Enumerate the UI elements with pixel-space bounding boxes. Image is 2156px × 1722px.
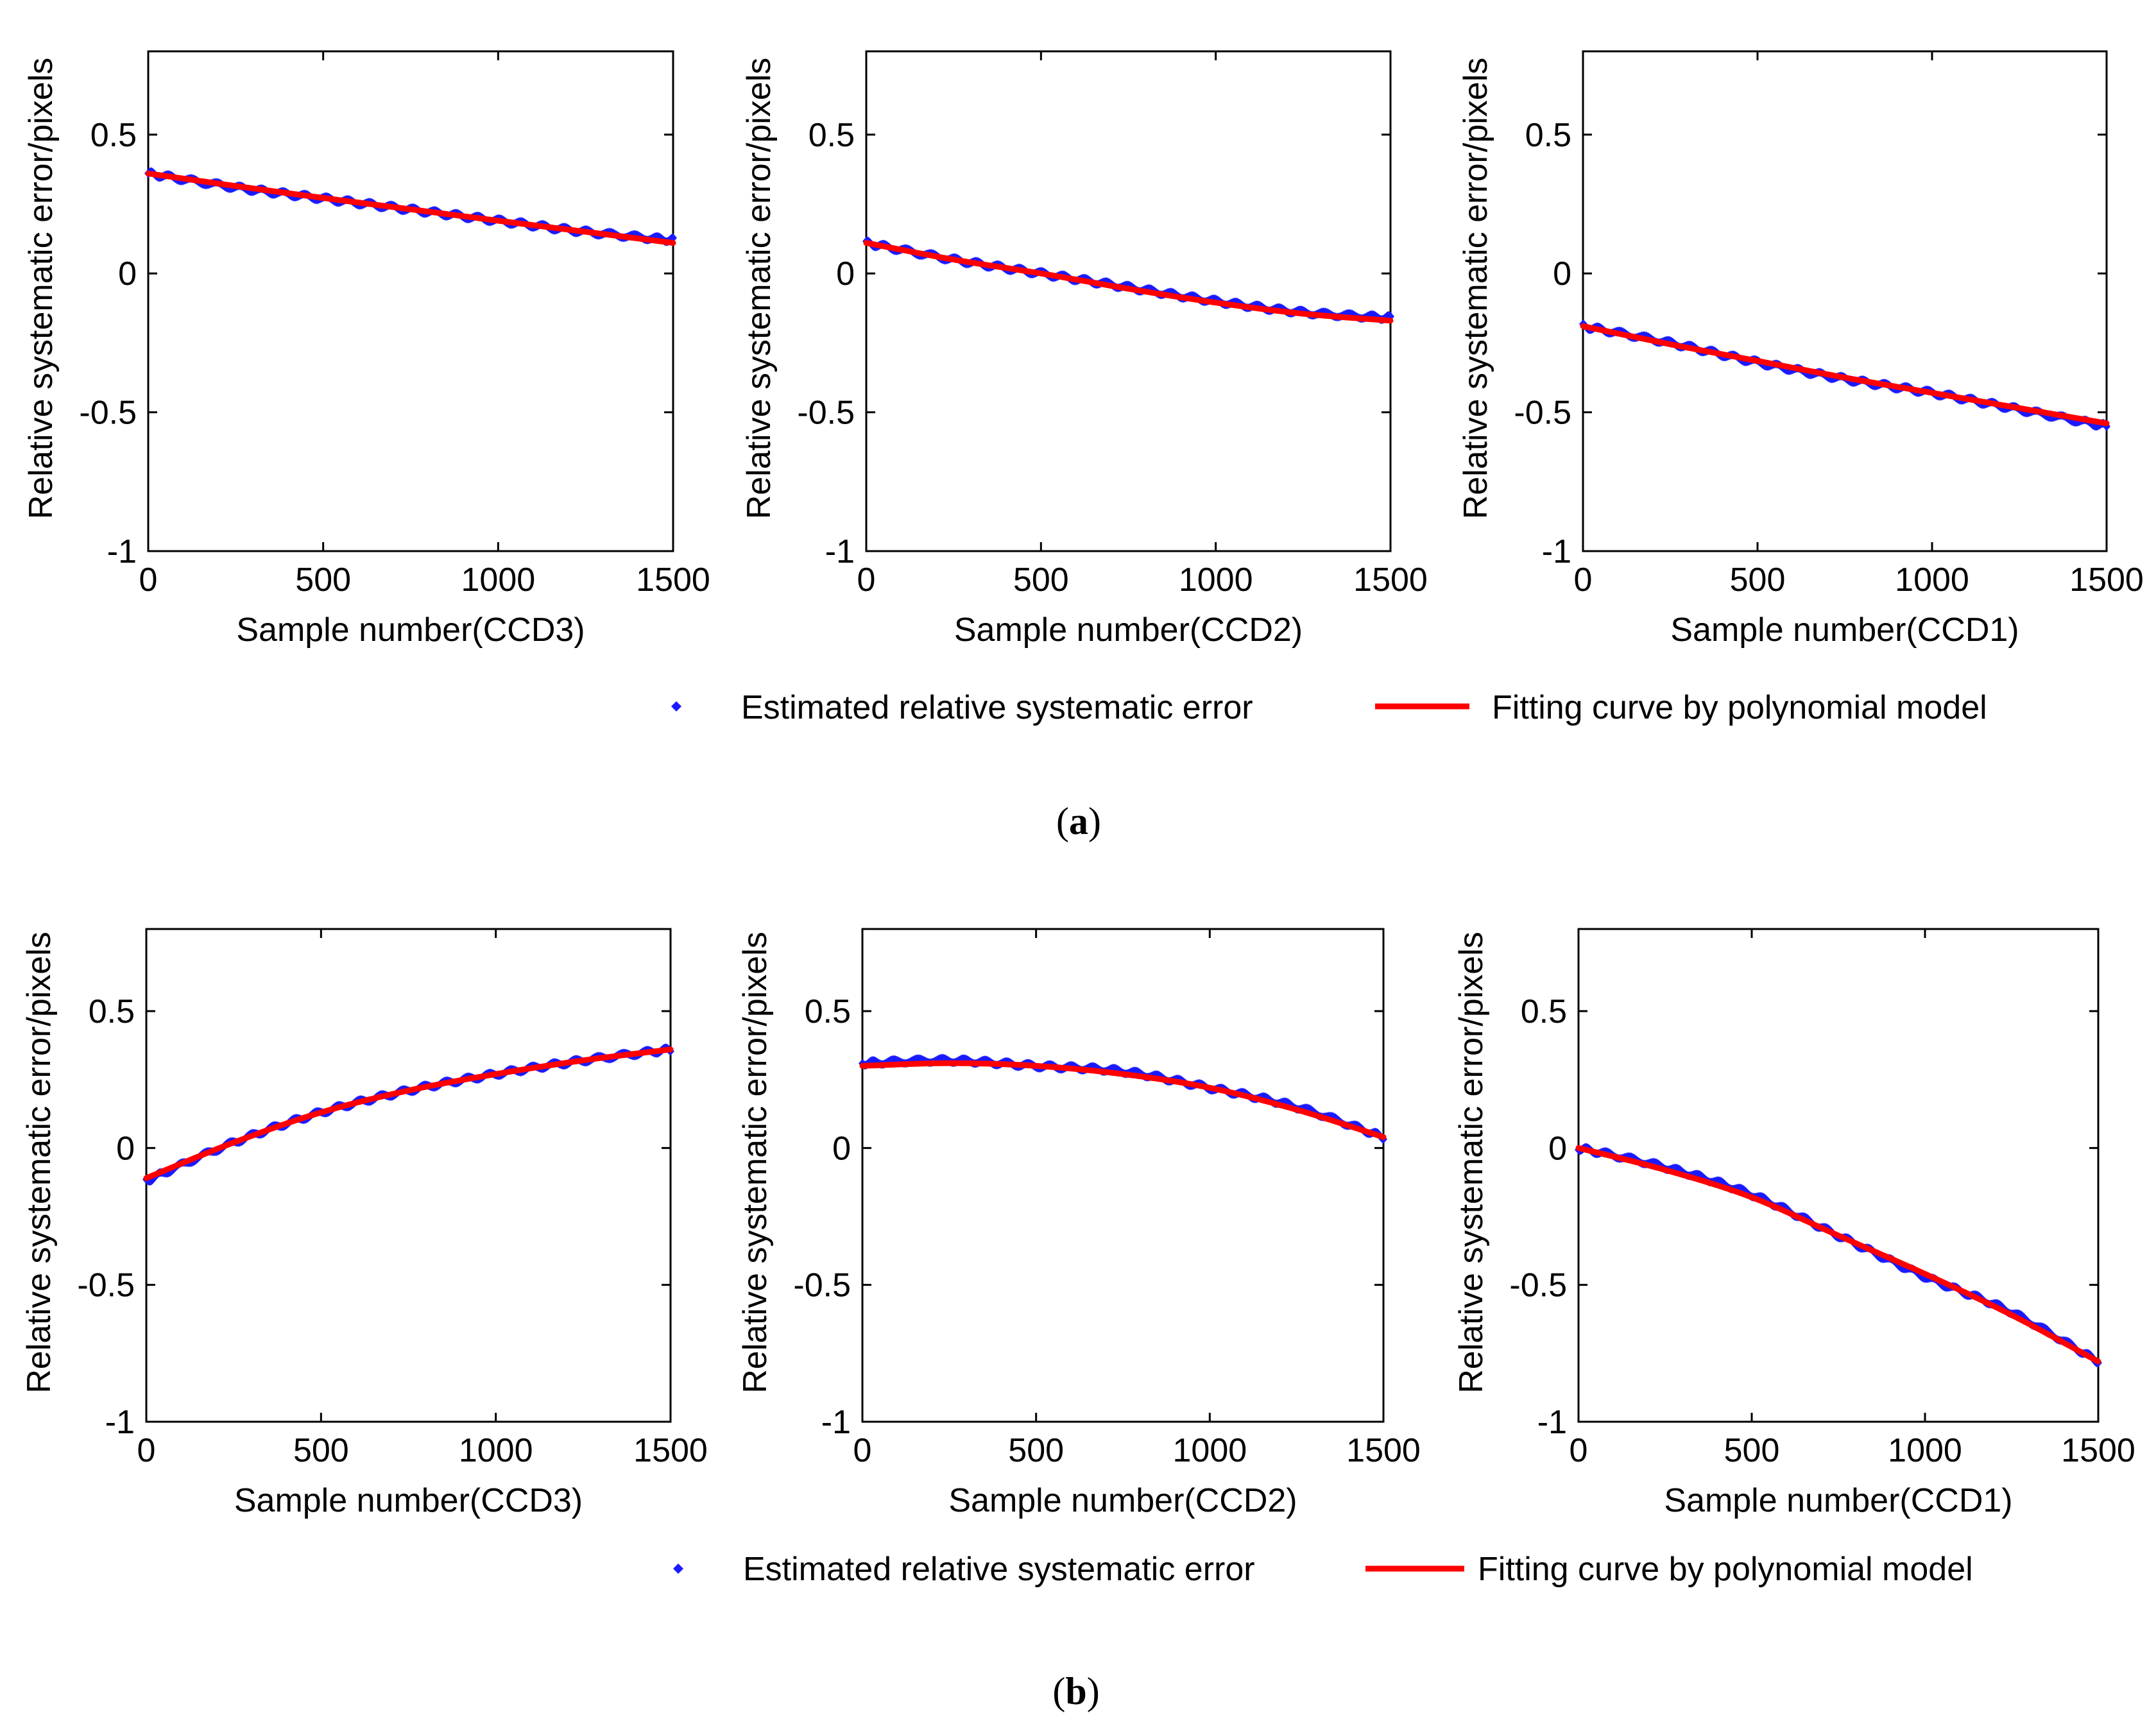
legend-b-points-label: Estimated relative systematic error bbox=[743, 1551, 1255, 1588]
y-tick-label: -0.5 bbox=[77, 1267, 135, 1304]
legend-a: Estimated relative systematic error Fitt… bbox=[671, 689, 1987, 726]
chart-a-right: -1 -0.5 0 0.5 0 500 1000 1500 Sample number(CCD1… bbox=[1457, 50, 2144, 649]
x-tick-label: 1500 bbox=[2061, 1432, 2135, 1469]
x-tick-label: 500 bbox=[295, 561, 351, 599]
x-axis-label: Sample number(CCD3) bbox=[236, 611, 585, 649]
x-tick-label: 1000 bbox=[1895, 561, 1969, 599]
x-tick-label: 1500 bbox=[633, 1432, 708, 1469]
x-tick-label: 0 bbox=[853, 1432, 872, 1469]
legend-b: Estimated relative systematic error Fitt… bbox=[673, 1551, 1973, 1588]
y-axis-label: Relative systematic error/pixels bbox=[1453, 932, 1490, 1394]
x-tick-label: 0 bbox=[137, 1432, 156, 1469]
y-tick-label: 0 bbox=[1553, 255, 1571, 293]
caption-a: (a) bbox=[1056, 800, 1101, 842]
x-tick-label: 1500 bbox=[636, 561, 710, 599]
series-fit-line bbox=[863, 240, 1394, 324]
caption-b-letter: b bbox=[1065, 1670, 1086, 1712]
chart-a-middle: -1 -0.5 0 0.5 0 500 1000 1500 Sample number(CCD2… bbox=[740, 50, 1428, 649]
x-axis-label: Sample number(CCD1) bbox=[1664, 1482, 2012, 1519]
x-tick-label: 1500 bbox=[1353, 561, 1428, 599]
chart-b-left: -1 -0.5 0 0.5 0 500 1000 1500 Sample number(CCD3… bbox=[21, 928, 708, 1519]
y-tick-label: 0 bbox=[1548, 1130, 1567, 1167]
x-axis-label: Sample number(CCD2) bbox=[948, 1482, 1297, 1519]
y-tick-label: 0.5 bbox=[805, 993, 851, 1030]
legend-a-point-marker bbox=[671, 701, 681, 712]
y-tick-label: -1 bbox=[105, 1404, 135, 1441]
y-tick-label: 0.5 bbox=[90, 117, 137, 154]
x-tick-label: 1000 bbox=[1172, 1432, 1247, 1469]
series-fit-line bbox=[145, 170, 676, 246]
y-tick-label: -1 bbox=[825, 533, 855, 570]
plot-frame bbox=[147, 50, 674, 552]
caption-a-open: ( bbox=[1056, 800, 1069, 842]
caption-b-open: ( bbox=[1052, 1670, 1065, 1712]
x-tick-label: 500 bbox=[293, 1432, 349, 1469]
series-fit-line bbox=[143, 1046, 674, 1181]
y-axis-label: Relative systematic error/pixels bbox=[737, 932, 774, 1394]
x-tick-label: 1000 bbox=[459, 1432, 533, 1469]
plot-frame bbox=[1577, 928, 2100, 1423]
y-tick-label: -1 bbox=[107, 533, 137, 570]
x-axis-label: Sample number(CCD3) bbox=[234, 1482, 583, 1519]
caption-b-close: ) bbox=[1087, 1670, 1100, 1712]
legend-a-fit-label: Fitting curve by polynomial model bbox=[1492, 689, 1987, 726]
x-tick-label: 500 bbox=[1724, 1432, 1780, 1469]
series-fit-line bbox=[859, 1060, 1387, 1140]
x-axis-label: Sample number(CCD1) bbox=[1670, 611, 2019, 649]
y-tick-label: -0.5 bbox=[1509, 1267, 1567, 1304]
x-tick-label: 0 bbox=[1570, 1432, 1588, 1469]
plot-frame bbox=[861, 928, 1385, 1423]
chart-b-middle: -1 -0.5 0 0.5 0 500 1000 1500 Sample number(CCD2… bbox=[737, 928, 1421, 1519]
x-axis-label: Sample number(CCD2) bbox=[954, 611, 1303, 649]
y-tick-label: -1 bbox=[1537, 1404, 1567, 1441]
y-tick-label: -0.5 bbox=[1514, 395, 1571, 432]
x-tick-label: 1500 bbox=[2069, 561, 2144, 599]
y-tick-label: 0.5 bbox=[1521, 993, 1567, 1030]
x-tick-label: 500 bbox=[1008, 1432, 1064, 1469]
y-tick-label: -1 bbox=[1542, 533, 1571, 570]
x-tick-label: 1000 bbox=[1179, 561, 1253, 599]
charts-layer: -1 -0.5 0 0.5 0 500 1000 1500 Sample number(CCD3… bbox=[21, 50, 2144, 1519]
y-tick-label: 0.5 bbox=[89, 993, 135, 1030]
legend-b-fit-label: Fitting curve by polynomial model bbox=[1478, 1551, 1973, 1588]
y-tick-label: -1 bbox=[821, 1404, 851, 1441]
legend-a-points-label: Estimated relative systematic error bbox=[741, 689, 1253, 726]
y-axis-label: Relative systematic error/pixels bbox=[740, 58, 778, 520]
y-tick-label: -0.5 bbox=[797, 395, 855, 432]
y-axis-label: Relative systematic error/pixels bbox=[21, 932, 58, 1394]
series-fit-line bbox=[1580, 323, 2110, 427]
x-tick-label: 0 bbox=[139, 561, 158, 599]
caption-b: (b) bbox=[1052, 1670, 1099, 1712]
y-tick-label: 0 bbox=[832, 1130, 851, 1167]
plot-frame bbox=[865, 50, 1392, 552]
caption-a-letter: a bbox=[1069, 800, 1088, 842]
y-tick-label: 0.5 bbox=[809, 117, 855, 154]
legend-b-point-marker bbox=[673, 1564, 683, 1574]
x-tick-label: 0 bbox=[1574, 561, 1593, 599]
y-tick-label: -0.5 bbox=[79, 395, 137, 432]
caption-a-close: ) bbox=[1088, 800, 1101, 842]
x-tick-label: 1500 bbox=[1346, 1432, 1421, 1469]
chart-b-right: -1 -0.5 0 0.5 0 500 1000 1500 Sample number(CCD1… bbox=[1453, 928, 2135, 1519]
series-fit-line bbox=[1575, 1145, 2101, 1365]
chart-a-left: -1 -0.5 0 0.5 0 500 1000 1500 Sample number(CCD3… bbox=[22, 50, 710, 649]
x-tick-label: 1000 bbox=[1888, 1432, 1962, 1469]
x-tick-label: 0 bbox=[857, 561, 876, 599]
x-tick-label: 500 bbox=[1730, 561, 1786, 599]
y-tick-label: -0.5 bbox=[793, 1267, 851, 1304]
y-tick-label: 0 bbox=[118, 255, 137, 293]
y-axis-label: Relative systematic error/pixels bbox=[1457, 58, 1494, 520]
x-tick-label: 500 bbox=[1013, 561, 1069, 599]
plot-frame bbox=[1582, 50, 2108, 552]
y-tick-label: 0.5 bbox=[1525, 117, 1571, 154]
y-axis-label: Relative systematic error/pixels bbox=[22, 58, 60, 520]
x-tick-label: 1000 bbox=[461, 561, 535, 599]
y-tick-label: 0 bbox=[116, 1130, 135, 1167]
y-tick-label: 0 bbox=[836, 255, 855, 293]
